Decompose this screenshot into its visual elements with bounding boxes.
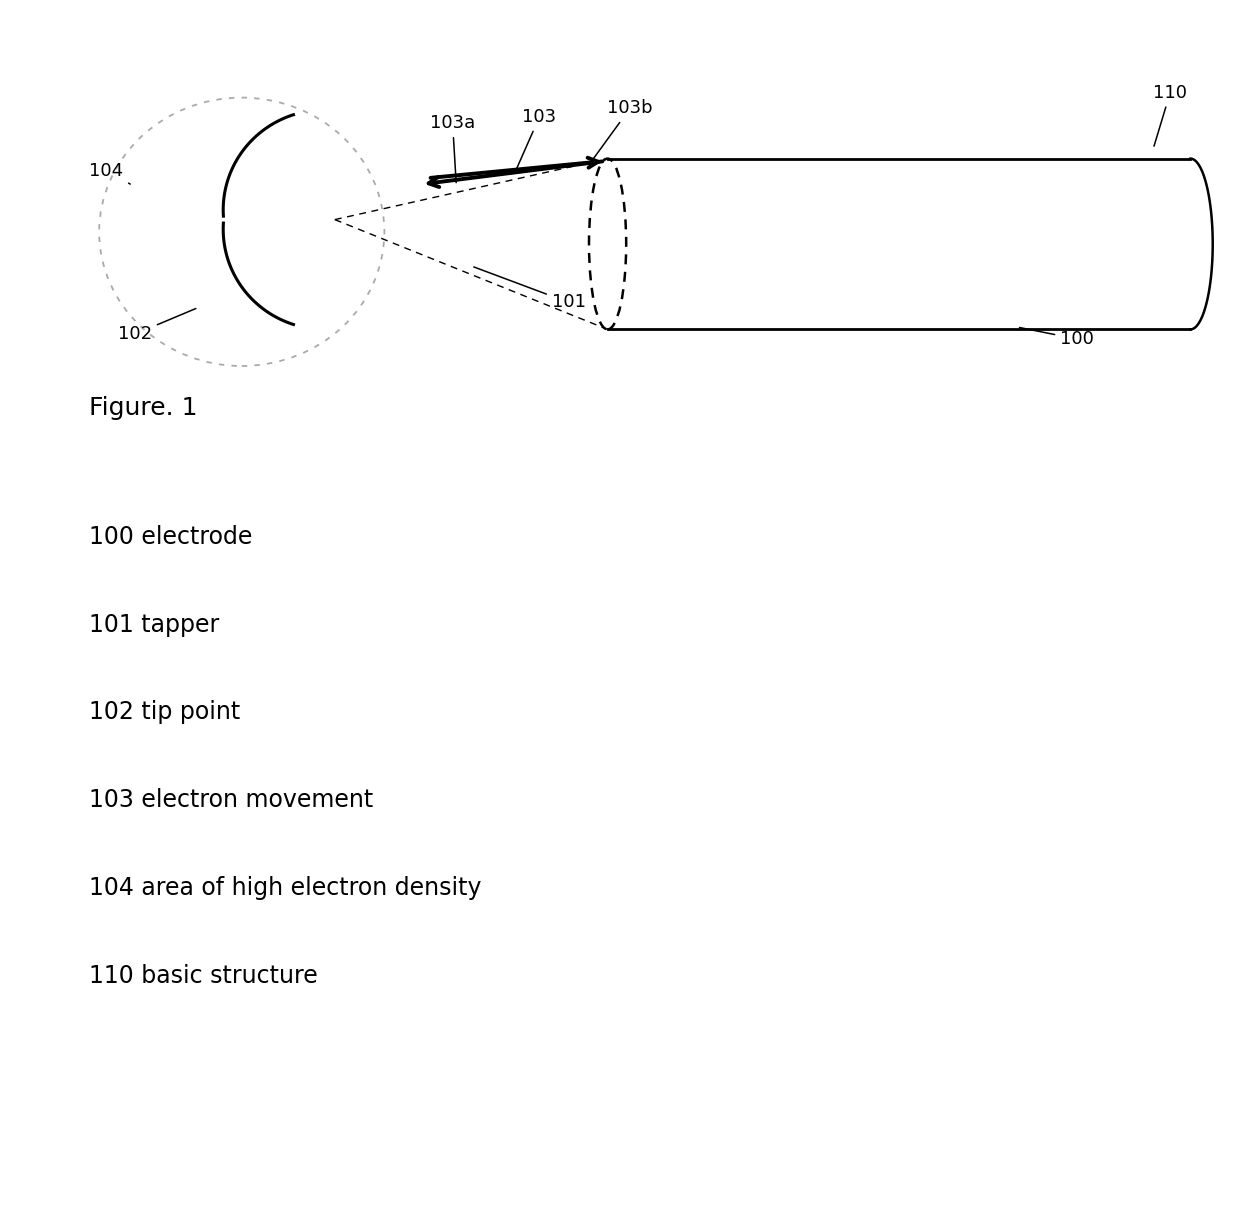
Text: Figure. 1: Figure. 1	[89, 395, 197, 420]
Text: 104 area of high electron density: 104 area of high electron density	[89, 876, 482, 900]
Text: 102 tip point: 102 tip point	[89, 700, 241, 725]
Text: 101 tapper: 101 tapper	[89, 612, 219, 637]
Text: 101: 101	[474, 267, 585, 311]
Text: 103a: 103a	[430, 115, 475, 183]
Text: 104: 104	[89, 162, 130, 184]
Text: 103b: 103b	[590, 100, 652, 162]
Text: 103 electron movement: 103 electron movement	[89, 788, 373, 813]
Text: 100: 100	[1019, 327, 1094, 348]
Text: 100 electrode: 100 electrode	[89, 525, 253, 549]
Text: 110 basic structure: 110 basic structure	[89, 964, 317, 988]
Text: 102: 102	[118, 309, 196, 343]
Text: 110: 110	[1153, 84, 1187, 146]
Text: 103: 103	[516, 109, 557, 171]
